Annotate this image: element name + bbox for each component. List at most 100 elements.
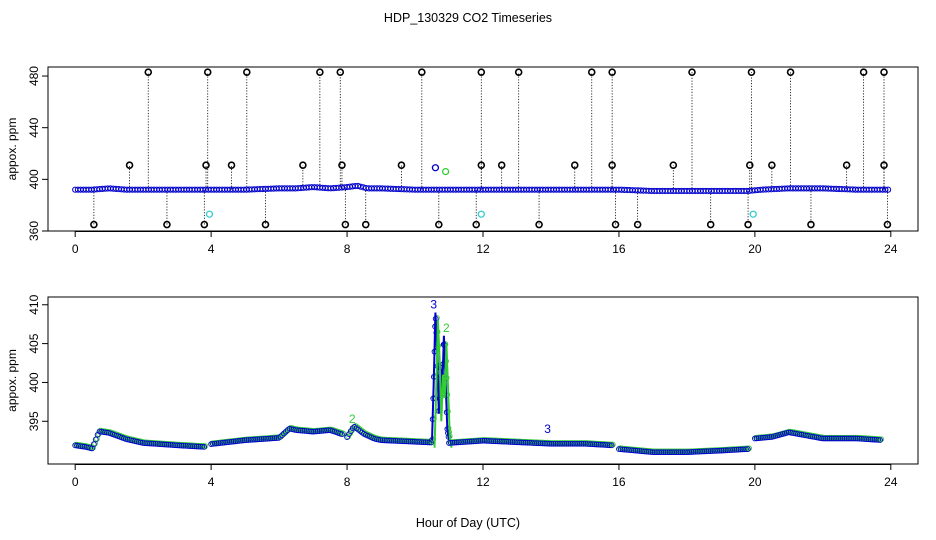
top-spike-point (299, 161, 307, 169)
top-y-tick-label: 440 (27, 117, 41, 137)
top-spike-point (768, 161, 776, 169)
bottom-point-label: 2 (443, 321, 450, 335)
bottom-y-tick-label: 400 (27, 372, 41, 392)
top-cyan-point (205, 210, 214, 218)
top-x-tick-label: 20 (748, 242, 762, 256)
bottom-green-point (425, 438, 432, 445)
bottom-blue-point (745, 446, 751, 452)
bottom-blue-point (743, 446, 749, 453)
top-panel: 0 4 8 12 16 20 24 360 400 440 480 appox. ppm (5, 66, 919, 256)
top-spike-point (535, 220, 543, 229)
bottom-y-tick-label: 395 (27, 411, 41, 431)
top-spike-point (688, 68, 696, 76)
top-spike-point (587, 68, 596, 76)
top-spike-point (472, 220, 481, 229)
bottom-green-point (92, 440, 98, 447)
top-x-tick-label: 24 (884, 242, 898, 256)
top-spike-point (880, 68, 888, 76)
top-baseline-point (354, 182, 362, 190)
top-plot-frame (47, 66, 919, 232)
top-spike-point (90, 220, 98, 229)
bottom-blue-point (608, 442, 615, 449)
bottom-series-line-green (433, 320, 453, 448)
top-spike-point (706, 220, 715, 229)
top-spike-point (227, 161, 236, 169)
bottom-blue-point (875, 437, 882, 443)
top-spike-point (608, 161, 616, 169)
bottom-y-tick-label: 410 (27, 294, 41, 314)
top-x-tick-label: 12 (476, 242, 490, 256)
bottom-blue-point (199, 443, 206, 450)
bottom-green-point (874, 436, 881, 442)
top-spike-point (316, 68, 324, 76)
top-x-tick-label: 16 (612, 242, 626, 256)
top-spike-point (497, 161, 506, 169)
top-spike-point (859, 68, 868, 76)
bottom-y-tick-label: 405 (27, 333, 41, 353)
top-y-axis-label: appox. ppm (5, 118, 19, 181)
bottom-blue-point (201, 444, 208, 450)
bottom-green-point (94, 435, 100, 442)
top-x-tick-label: 8 (344, 242, 351, 256)
top-spike-point (397, 161, 406, 169)
bottom-green-point (606, 441, 612, 448)
top-baseline-point (884, 186, 892, 193)
bottom-point-label: 2 (349, 412, 356, 426)
bottom-green-point (746, 445, 752, 452)
top-spike-point (203, 68, 212, 76)
top-spike-point (745, 161, 754, 169)
top-spike-point (747, 68, 756, 76)
bottom-point-label: 3 (544, 422, 551, 436)
top-spike-point (807, 220, 815, 229)
bottom-green-point (876, 436, 883, 442)
bottom-blue-point (766, 434, 773, 441)
bottom-green-point (742, 445, 749, 452)
top-spike-point (435, 220, 443, 229)
bottom-green-point (609, 441, 616, 448)
top-spike-point (418, 68, 426, 76)
bottom-x-tick-label: 8 (344, 475, 351, 489)
top-spike-point (202, 161, 210, 169)
top-cyan-point (749, 210, 757, 218)
bottom-y-axis-label: appox. ppm (5, 349, 19, 412)
bottom-blue-point (339, 431, 345, 438)
top-spike-point (200, 220, 209, 229)
bottom-green-point (200, 443, 207, 449)
bottom-blue-point (347, 428, 354, 434)
top-x-tick-label: 0 (72, 242, 79, 256)
top-spike-point (125, 161, 134, 169)
top-spike-point (243, 68, 251, 76)
top-spike-point (477, 161, 486, 169)
top-spike-point (880, 161, 888, 169)
top-x-tick-label: 4 (208, 242, 215, 256)
bottom-x-tick-label: 12 (476, 475, 490, 489)
top-spike-point (570, 161, 579, 169)
bottom-blue-point (346, 431, 352, 437)
top-spike-point (336, 68, 345, 76)
top-y-tick-label: 480 (27, 66, 41, 86)
bottom-green-point (878, 436, 885, 443)
top-spike-point (341, 220, 350, 229)
top-spike-point (633, 220, 642, 229)
top-spike-point (144, 68, 153, 76)
bottom-green-point (202, 443, 209, 449)
bottom-x-tick-label: 0 (72, 475, 79, 489)
top-spike-point (883, 220, 892, 229)
top-spike-point (477, 68, 486, 76)
top-y-tick-label: 400 (27, 169, 41, 189)
top-spike-point (261, 220, 270, 229)
x-axis-label: Hour of Day (UTC) (416, 516, 520, 530)
bottom-blue-point (273, 435, 280, 441)
figure-title: HDP_130329 CO2 Timeseries (384, 11, 552, 25)
top-spike-point (744, 220, 752, 229)
top-cyan-point (477, 210, 485, 218)
top-spike-point (842, 161, 851, 169)
top-spike-point (611, 220, 620, 229)
bottom-blue-point (344, 434, 350, 440)
top-baseline-point (882, 186, 889, 193)
bottom-green-point (274, 434, 281, 441)
top-y-tick-label: 360 (27, 221, 41, 241)
bottom-green-point (744, 445, 751, 452)
top-spike-point (514, 68, 523, 76)
